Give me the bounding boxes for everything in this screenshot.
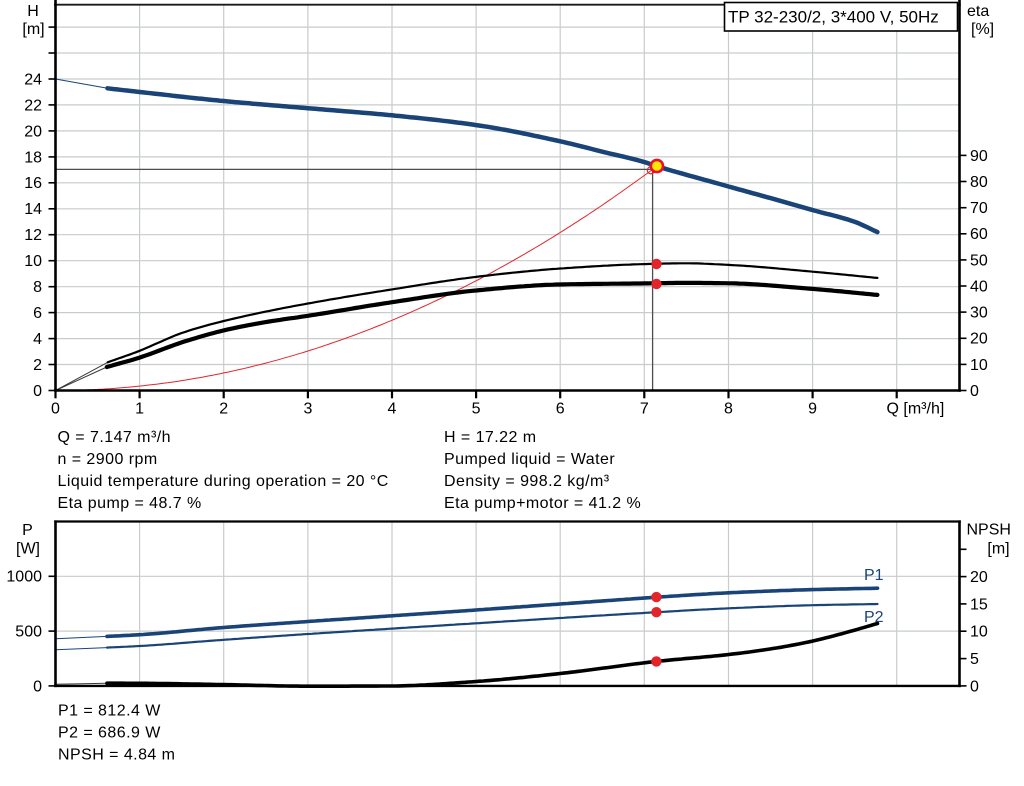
svg-text:eta: eta <box>967 3 989 20</box>
svg-text:1: 1 <box>135 401 144 418</box>
svg-text:30: 30 <box>970 305 988 322</box>
svg-text:Eta pump+motor = 41.2 %: Eta pump+motor = 41.2 % <box>444 495 641 512</box>
svg-text:10: 10 <box>970 624 988 641</box>
svg-text:5: 5 <box>472 401 481 418</box>
svg-text:0: 0 <box>970 678 979 695</box>
svg-text:20: 20 <box>24 123 42 140</box>
svg-text:16: 16 <box>24 175 42 192</box>
svg-text:9: 9 <box>808 401 817 418</box>
svg-text:1000: 1000 <box>6 569 42 586</box>
svg-text:500: 500 <box>15 624 42 641</box>
svg-text:40: 40 <box>970 278 988 295</box>
svg-text:H = 17.22 m: H = 17.22 m <box>444 429 537 446</box>
svg-text:4: 4 <box>388 401 397 418</box>
svg-text:0: 0 <box>33 678 42 695</box>
svg-text:[m]: [m] <box>987 541 1009 558</box>
svg-text:P2: P2 <box>864 609 884 626</box>
svg-text:12: 12 <box>24 227 42 244</box>
svg-text:7: 7 <box>640 401 649 418</box>
svg-text:H: H <box>27 3 39 20</box>
svg-text:Pumped liquid = Water: Pumped liquid = Water <box>444 451 615 468</box>
svg-text:Liquid temperature during oper: Liquid temperature during operation = 20… <box>58 473 389 490</box>
svg-text:60: 60 <box>970 226 988 243</box>
svg-text:20: 20 <box>970 331 988 348</box>
svg-text:5: 5 <box>970 651 979 668</box>
svg-text:24: 24 <box>24 71 42 88</box>
svg-text:Eta pump = 48.7 %: Eta pump = 48.7 % <box>58 495 202 512</box>
svg-text:P2 = 686.9 W: P2 = 686.9 W <box>58 724 161 741</box>
svg-text:P1 = 812.4 W: P1 = 812.4 W <box>58 702 161 719</box>
svg-text:90: 90 <box>970 148 988 165</box>
svg-text:20: 20 <box>970 569 988 586</box>
svg-text:Q [m³/h]: Q [m³/h] <box>887 401 945 418</box>
svg-text:8: 8 <box>724 401 733 418</box>
svg-text:TP 32-230/2, 3*400 V, 50Hz: TP 32-230/2, 3*400 V, 50Hz <box>728 8 939 27</box>
svg-text:14: 14 <box>24 201 42 218</box>
svg-text:3: 3 <box>303 401 312 418</box>
svg-text:Q = 7.147 m³/h: Q = 7.147 m³/h <box>58 429 171 446</box>
svg-text:10: 10 <box>24 253 42 270</box>
svg-text:n = 2900 rpm: n = 2900 rpm <box>58 451 158 468</box>
svg-text:2: 2 <box>33 357 42 374</box>
svg-text:6: 6 <box>556 401 565 418</box>
svg-text:NPSH = 4.84 m: NPSH = 4.84 m <box>58 747 175 764</box>
svg-text:[%]: [%] <box>971 21 994 38</box>
svg-text:Density = 998.2 kg/m³: Density = 998.2 kg/m³ <box>444 473 610 490</box>
svg-text:15: 15 <box>970 596 988 613</box>
svg-text:0: 0 <box>51 401 60 418</box>
svg-text:10: 10 <box>970 357 988 374</box>
svg-text:[m]: [m] <box>22 21 44 38</box>
svg-text:P1: P1 <box>864 567 884 584</box>
svg-text:NPSH: NPSH <box>967 522 1011 539</box>
svg-text:2: 2 <box>219 401 228 418</box>
svg-text:[W]: [W] <box>16 541 40 558</box>
svg-text:50: 50 <box>970 252 988 269</box>
svg-text:0: 0 <box>33 383 42 400</box>
svg-text:80: 80 <box>970 174 988 191</box>
svg-text:P: P <box>22 522 33 539</box>
svg-text:0: 0 <box>970 383 979 400</box>
svg-text:4: 4 <box>33 331 42 348</box>
svg-text:22: 22 <box>24 97 42 114</box>
svg-text:18: 18 <box>24 149 42 166</box>
svg-text:8: 8 <box>33 279 42 296</box>
svg-text:6: 6 <box>33 305 42 322</box>
svg-text:70: 70 <box>970 200 988 217</box>
